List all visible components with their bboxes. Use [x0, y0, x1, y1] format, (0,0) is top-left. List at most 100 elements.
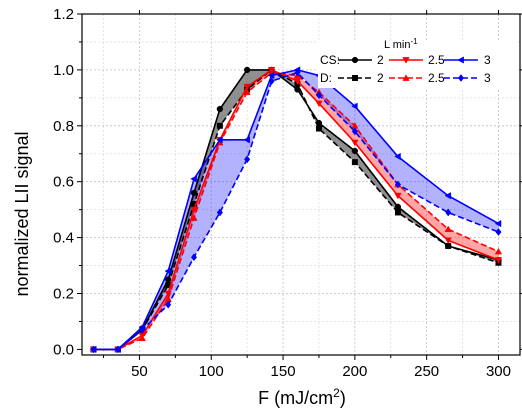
x-tick-label: 300	[486, 363, 511, 380]
x-tick-label: 150	[271, 363, 296, 380]
x-axis-title-main: F (mJ/cm	[258, 388, 333, 408]
legend-sample-D-3	[444, 74, 478, 82]
data-point	[190, 253, 198, 262]
legend-sample-marker	[402, 57, 410, 64]
data-point	[494, 219, 502, 228]
legend-sample-marker	[351, 56, 359, 64]
series-line	[93, 68, 499, 351]
data-point	[267, 71, 275, 80]
x-tick-label: 200	[342, 363, 367, 380]
data-point	[244, 155, 251, 164]
legend-unit-sup: -1	[411, 37, 419, 46]
data-point	[216, 105, 223, 113]
series-line	[93, 68, 499, 351]
data-point	[190, 189, 198, 197]
legend-entry-cs-2: 2	[377, 53, 384, 67]
series-line	[93, 69, 499, 351]
data-point	[351, 127, 358, 136]
data-point	[394, 192, 402, 200]
data-point	[315, 125, 322, 132]
x-tick-label: 250	[414, 363, 439, 380]
y-tick-label: 1.0	[53, 62, 74, 79]
data-point	[351, 102, 358, 110]
data-point	[216, 122, 223, 129]
legend-entry-cs-2.5: 2.5	[428, 53, 445, 67]
legend-unit-main: L min	[384, 39, 411, 51]
data-point	[293, 78, 302, 85]
legend-background	[318, 40, 516, 88]
data-point	[244, 66, 251, 74]
legend-entry-d-2: 2	[377, 71, 384, 85]
data-point	[394, 180, 402, 189]
y-tick-label: 0.4	[53, 230, 74, 247]
band-1	[93, 69, 499, 350]
x-axis-title-sup: 2	[333, 386, 340, 400]
data-point	[90, 345, 97, 354]
data-point	[216, 136, 223, 144]
x-tick-label: 100	[199, 363, 224, 380]
series-D-3	[90, 68, 502, 354]
y-tick-label: 0.2	[53, 286, 74, 303]
data-point	[294, 86, 301, 93]
plot-frame	[81, 13, 521, 356]
legend-entry-d-3: 3	[484, 71, 491, 85]
data-point	[190, 206, 198, 214]
legend-row-label-d: D:	[320, 71, 332, 85]
data-point	[243, 88, 251, 96]
shaded-bands	[93, 69, 499, 350]
data-point	[394, 209, 401, 216]
data-point	[190, 214, 198, 221]
data-point	[216, 208, 223, 217]
tick-labels: 50 100 150 200 250 300 0.0 0.2 0.4 0.6 0.8 1.0 1.2	[53, 6, 511, 380]
legend-entry-d-2.5: 2.5	[428, 71, 445, 85]
data-point	[444, 192, 452, 200]
data-point	[351, 147, 358, 155]
legend-sample-D-2.5	[389, 74, 423, 81]
legend-entry-cs-3: 3	[484, 53, 491, 67]
data-point	[394, 152, 401, 161]
legend-sample-CS-2.5	[389, 57, 423, 64]
legend-sample-marker	[402, 74, 410, 81]
data-point	[294, 68, 301, 77]
x-tick-label: 50	[131, 363, 148, 380]
data-point	[444, 225, 452, 233]
legend-sample-marker	[352, 75, 358, 81]
y-tick-label: 0.0	[53, 341, 74, 358]
data-point	[351, 139, 359, 147]
data-point	[243, 136, 250, 144]
legend-sample-CS-3	[444, 56, 478, 64]
series-line	[93, 71, 499, 351]
legend-unit-label: L min-1	[384, 37, 418, 51]
data-point	[114, 345, 121, 354]
x-axis-title-end: )	[340, 388, 346, 408]
data-point	[190, 175, 197, 183]
legend-sample-D-2	[338, 75, 372, 81]
data-point	[243, 83, 251, 91]
legend-row-label-cs: CS:	[320, 53, 340, 67]
y-tick-label: 0.8	[53, 118, 74, 135]
data-point	[315, 91, 323, 100]
legend-sample-marker	[457, 56, 464, 64]
data-point	[495, 228, 502, 236]
data-point	[351, 159, 358, 166]
legend-sample-CS-2	[338, 56, 372, 64]
y-tick-label: 0.6	[53, 174, 74, 191]
legend-samples	[338, 56, 478, 82]
data-point	[164, 267, 171, 275]
data-point	[138, 334, 146, 342]
y-axis-title: normalized LII signal	[12, 131, 32, 296]
data-point	[139, 325, 146, 334]
data-point	[165, 300, 172, 309]
x-axis-title: F (mJ/cm2)	[258, 386, 346, 408]
data-point	[445, 208, 452, 217]
data-point	[444, 237, 452, 245]
data-point	[494, 257, 503, 264]
data-point	[494, 247, 503, 255]
legend: L min-1 CS: D: 2 2.5 3 2 2.5 3	[318, 37, 516, 88]
legend-sample-marker	[457, 74, 465, 82]
data-point	[315, 100, 323, 108]
data-point	[394, 203, 402, 210]
series-lines	[89, 66, 503, 354]
data-point	[268, 77, 275, 86]
